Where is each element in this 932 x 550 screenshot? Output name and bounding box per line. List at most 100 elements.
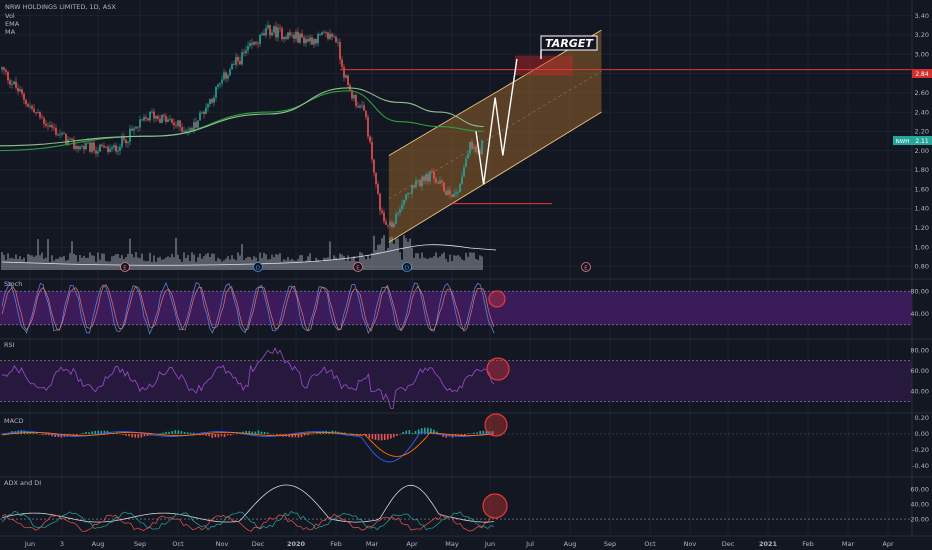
macd-histogram-bar xyxy=(180,431,183,434)
candle-body xyxy=(469,141,471,154)
indicator-highlight-circle xyxy=(482,493,508,519)
volume-bar xyxy=(311,261,313,270)
macd-histogram-bar xyxy=(251,431,254,434)
candle-body xyxy=(33,108,35,113)
volume-ma-line xyxy=(1,244,497,266)
di-minus-line xyxy=(1,513,495,532)
earnings-badge[interactable] xyxy=(120,262,130,272)
candle-body xyxy=(57,134,59,136)
earnings-badge[interactable] xyxy=(353,262,363,272)
macd-histogram-bar xyxy=(248,431,250,434)
candle-body xyxy=(307,39,309,42)
candle-body xyxy=(125,139,127,144)
candle-body xyxy=(389,222,391,226)
macd-histogram-bar xyxy=(192,432,195,434)
volume-bar xyxy=(191,252,193,270)
candle-body xyxy=(457,192,459,193)
indicator-axis-tick: -0.20 xyxy=(912,446,929,454)
volume-bar xyxy=(253,256,255,270)
volume-bar xyxy=(285,260,287,270)
candle-body xyxy=(151,111,153,113)
target-label-box xyxy=(540,35,598,51)
time-axis-tick: Apr xyxy=(406,540,418,548)
volume-bar xyxy=(305,260,307,270)
macd-histogram-bar xyxy=(54,434,56,437)
macd-histogram-bar xyxy=(202,434,204,436)
candle-body xyxy=(197,120,199,128)
macd-histogram-bar xyxy=(408,430,411,434)
candle-body xyxy=(165,116,167,123)
volume-bar xyxy=(105,261,107,270)
volume-bar xyxy=(417,253,419,270)
candle-body xyxy=(463,166,465,177)
candle-body xyxy=(465,158,467,167)
macd-histogram-bar xyxy=(162,432,164,434)
candle-body xyxy=(213,97,215,103)
time-axis-tick: 2021 xyxy=(759,540,778,548)
candle-body xyxy=(359,105,361,108)
macd-histogram-bar xyxy=(470,433,472,435)
volume-bar xyxy=(51,255,53,270)
candle-body xyxy=(41,117,43,119)
volume-bar xyxy=(155,261,157,270)
candle-body xyxy=(405,194,407,200)
candle-body xyxy=(13,81,15,85)
candle-body xyxy=(53,127,55,129)
volume-bar xyxy=(479,255,481,270)
target-price-tag xyxy=(912,69,932,78)
volume-bar xyxy=(415,253,417,270)
macd-histogram-bar xyxy=(479,430,481,434)
volume-bar xyxy=(167,256,169,270)
volume-bar xyxy=(9,258,11,270)
time-axis-tick: Jun xyxy=(24,540,35,548)
macd-histogram-bar xyxy=(165,431,167,434)
candle-body xyxy=(139,119,141,128)
earnings-badge[interactable] xyxy=(581,262,591,272)
volume-bar xyxy=(207,252,209,270)
indicator-axis-tick: 0.00 xyxy=(915,430,929,438)
dividend-badge-text: D xyxy=(405,265,409,271)
price-axis-tick: 3.00 xyxy=(915,50,929,58)
time-axis-tick: 3 xyxy=(60,540,64,548)
macd-histogram-bar xyxy=(100,430,103,434)
candle-body xyxy=(375,172,377,185)
volume-bar xyxy=(117,254,119,270)
macd-histogram-bar xyxy=(115,433,118,434)
volume-bar xyxy=(395,238,397,270)
time-axis-tick: Sep xyxy=(134,540,146,548)
price-axis-tick: 0.80 xyxy=(915,263,929,271)
current-price-text: 2.11 xyxy=(915,138,929,145)
macd-histogram-bar xyxy=(371,434,374,440)
rsi-line xyxy=(1,347,495,409)
volume-bar xyxy=(391,236,393,270)
volume-bar xyxy=(73,253,75,270)
time-axis-tick: Feb xyxy=(802,540,814,548)
volume-bar xyxy=(91,255,93,270)
dividend-badge[interactable] xyxy=(253,262,263,272)
candle-body xyxy=(47,125,49,127)
candle-body xyxy=(413,184,415,188)
indicator-axis-tick: 0.20 xyxy=(915,414,929,422)
volume-bar xyxy=(363,256,365,270)
candle-body xyxy=(415,180,417,188)
volume-bar xyxy=(419,258,421,270)
target-zone xyxy=(515,55,573,76)
volume-bar xyxy=(263,252,265,270)
candle-body xyxy=(113,145,115,148)
volume-bar xyxy=(307,256,309,270)
dividend-badge[interactable] xyxy=(402,262,412,272)
volume-bar xyxy=(385,250,387,270)
volume-bar xyxy=(443,252,445,270)
candle-body xyxy=(333,36,335,38)
indicator-highlight-circle xyxy=(484,413,508,437)
macd-histogram-bar xyxy=(310,434,312,435)
volume-bar xyxy=(1,252,3,270)
volume-bar xyxy=(129,238,131,270)
volume-bar xyxy=(75,255,77,270)
macd-histogram-bar xyxy=(260,431,263,434)
candle-body xyxy=(195,122,197,128)
macd-histogram-bar xyxy=(211,434,214,438)
volume-bar xyxy=(231,255,233,270)
candle-body xyxy=(19,89,21,92)
